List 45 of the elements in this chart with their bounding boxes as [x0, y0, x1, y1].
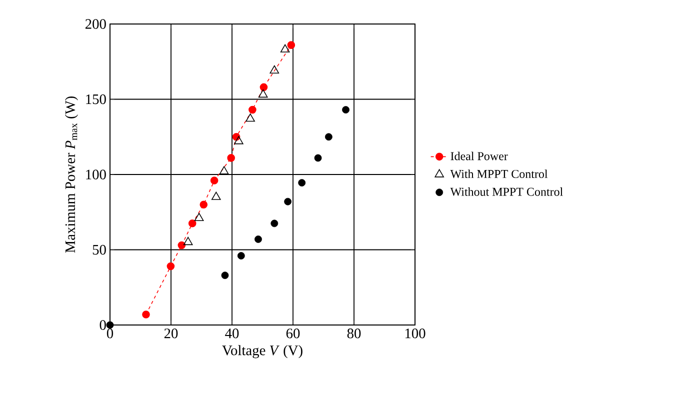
- x-tick-label: 40: [225, 328, 239, 338]
- point: [314, 154, 322, 162]
- x-axis-title: Voltage V (V): [222, 345, 302, 358]
- point: [280, 44, 290, 52]
- point: [142, 310, 150, 318]
- point: [246, 114, 255, 122]
- point: [194, 212, 204, 221]
- point: [287, 41, 296, 49]
- point: [234, 136, 244, 144]
- point: [298, 179, 306, 186]
- legend-label: Without MPPT Control: [450, 187, 563, 196]
- y-tick-label: 0: [100, 320, 106, 330]
- point: [227, 154, 235, 162]
- y-tick-label: 150: [86, 94, 106, 104]
- point: [260, 83, 268, 92]
- x-tick-label: 100: [405, 328, 426, 338]
- point: [248, 106, 256, 114]
- point: [342, 106, 350, 114]
- point: [284, 198, 292, 206]
- point: [270, 65, 280, 74]
- point: [221, 272, 229, 280]
- point: [270, 220, 278, 228]
- point: [188, 220, 196, 228]
- y-axis-title: Maximum Power P$_{max}$ (W): [64, 96, 78, 253]
- point: [106, 321, 114, 329]
- point: [200, 200, 208, 208]
- legend-label: With MPPT Control: [450, 170, 548, 178]
- y-tick-label: 100: [86, 170, 106, 180]
- point: [258, 89, 268, 98]
- point: [237, 252, 245, 260]
- legend-label: Ideal Power: [450, 152, 508, 160]
- x-tick-label: 0: [106, 328, 114, 338]
- point: [254, 236, 262, 243]
- x-tick-label: 80: [347, 328, 361, 338]
- point: [183, 236, 193, 246]
- y-tick-label: 200: [85, 19, 106, 29]
- x-tick-label: 60: [286, 328, 300, 338]
- point: [178, 241, 186, 250]
- y-tick-label: 50: [92, 244, 106, 255]
- point: [219, 166, 229, 174]
- point: [212, 192, 221, 200]
- point: [166, 262, 175, 270]
- x-tick-label: 20: [164, 328, 178, 338]
- point: [210, 176, 218, 184]
- point: [324, 133, 332, 141]
